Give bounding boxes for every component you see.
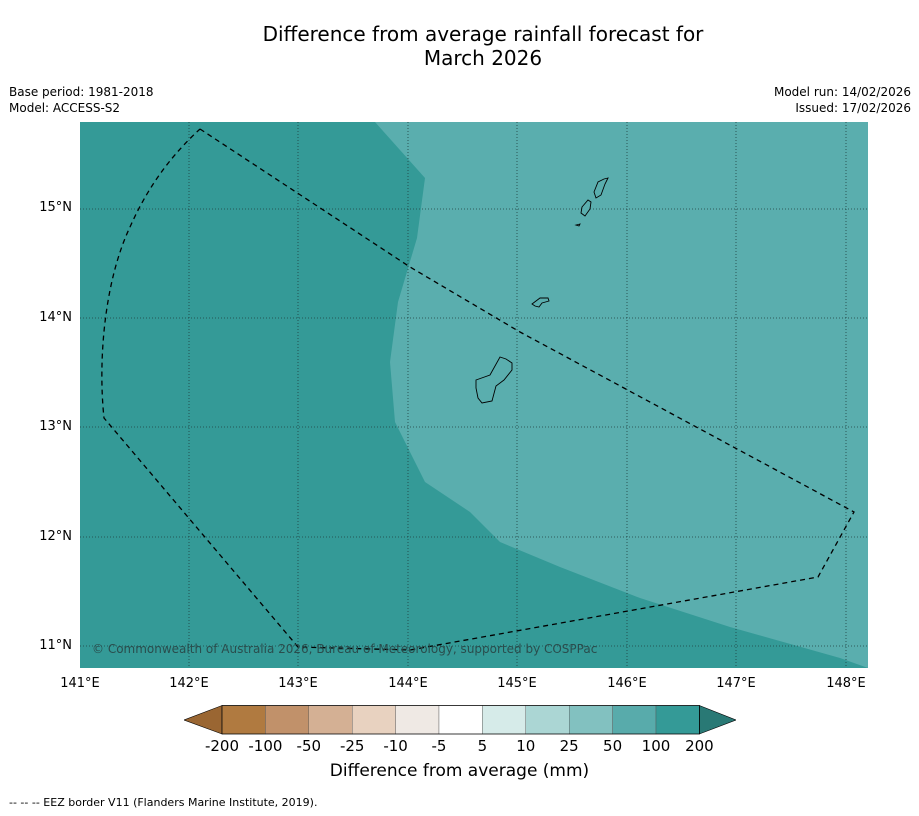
colorbar-segment — [395, 705, 440, 735]
colorbar-outline — [221, 705, 700, 735]
colorbar-tick-label: -10 — [383, 737, 408, 755]
colorbar-segment — [482, 705, 526, 735]
eez-legend-note: -- -- -- EEZ border V11 (Flanders Marine… — [9, 796, 318, 809]
gridlines — [80, 122, 868, 668]
eez-border — [101, 128, 855, 651]
colorbar-segment — [438, 705, 483, 735]
colorbar-segment — [525, 705, 570, 735]
colorbar-extend-low — [183, 705, 223, 735]
islands — [475, 177, 609, 404]
lon-label-141e: 141°E — [60, 676, 100, 691]
colorbar-extend-high — [699, 705, 737, 735]
colorbar-tick-label: -200 — [204, 737, 240, 755]
lon-label-146e: 146°E — [607, 676, 647, 691]
lon-label-148e: 148°E — [826, 676, 866, 691]
island-rota — [531, 297, 550, 308]
model-name: Model: ACCESS-S2 — [9, 101, 121, 115]
colorbar-segment — [655, 705, 700, 735]
colorbar-tick-label: 100 — [641, 737, 671, 755]
title-line-2: March 2026 — [423, 46, 543, 70]
colorbar-tick-label: -5 — [431, 737, 447, 755]
colorbar-tick-label: -50 — [296, 737, 322, 755]
lon-label-143e: 143°E — [278, 676, 318, 691]
colorbar-segment — [265, 705, 310, 735]
lat-label-14n: 14°N — [39, 310, 72, 325]
base-period: Base period: 1981-2018 — [9, 85, 154, 99]
issued-date: Issued: 17/02/2026 — [795, 101, 911, 115]
island-saipan — [593, 177, 609, 199]
lon-label-145e: 145°E — [497, 676, 537, 691]
map-svg — [80, 122, 868, 668]
colorbar-tick-label: 200 — [685, 737, 714, 755]
chart-title: Difference from average rainfall forecas… — [0, 22, 919, 70]
lon-label-144e: 144°E — [388, 676, 428, 691]
colorbar-segment — [308, 705, 353, 735]
lat-label-12n: 12°N — [39, 529, 72, 544]
colorbar-svg — [183, 705, 737, 735]
title-line-1: Difference from average rainfall forecas… — [262, 22, 704, 46]
lat-label-13n: 13°N — [39, 419, 72, 434]
colorbar — [183, 705, 737, 735]
model-run: Model run: 14/02/2026 — [773, 85, 911, 99]
colorbar-tick-label: 10 — [516, 737, 536, 755]
colorbar-title: Difference from average (mm) — [329, 761, 590, 781]
island-tinian — [580, 199, 592, 217]
colorbar-segment — [351, 705, 396, 735]
lon-label-147e: 147°E — [716, 676, 756, 691]
lon-label-142e: 142°E — [169, 676, 209, 691]
colorbar-segment — [221, 705, 266, 735]
colorbar-tick-label: -100 — [248, 737, 283, 755]
colorbar-tick-label: 5 — [477, 737, 488, 755]
meta-right: Model run: 14/02/2026 Issued: 17/02/2026 — [774, 84, 911, 116]
colorbar-tick-label: -25 — [339, 737, 365, 755]
colorbar-tick-label: 25 — [559, 737, 579, 755]
copyright-notice: © Commonwealth of Australia 2026, Bureau… — [92, 642, 598, 656]
meta-left: Base period: 1981-2018 Model: ACCESS-S2 — [9, 84, 154, 116]
island-guam — [475, 356, 513, 404]
lat-label-11n: 11°N — [39, 638, 72, 653]
category-light-region — [375, 122, 868, 668]
lat-label-15n: 15°N — [39, 200, 72, 215]
island-aguijan — [574, 223, 581, 227]
map-panel: © Commonwealth of Australia 2026, Bureau… — [80, 122, 868, 668]
colorbar-segment — [569, 705, 613, 735]
colorbar-segment — [612, 705, 657, 735]
colorbar-tick-label: 50 — [603, 737, 623, 755]
